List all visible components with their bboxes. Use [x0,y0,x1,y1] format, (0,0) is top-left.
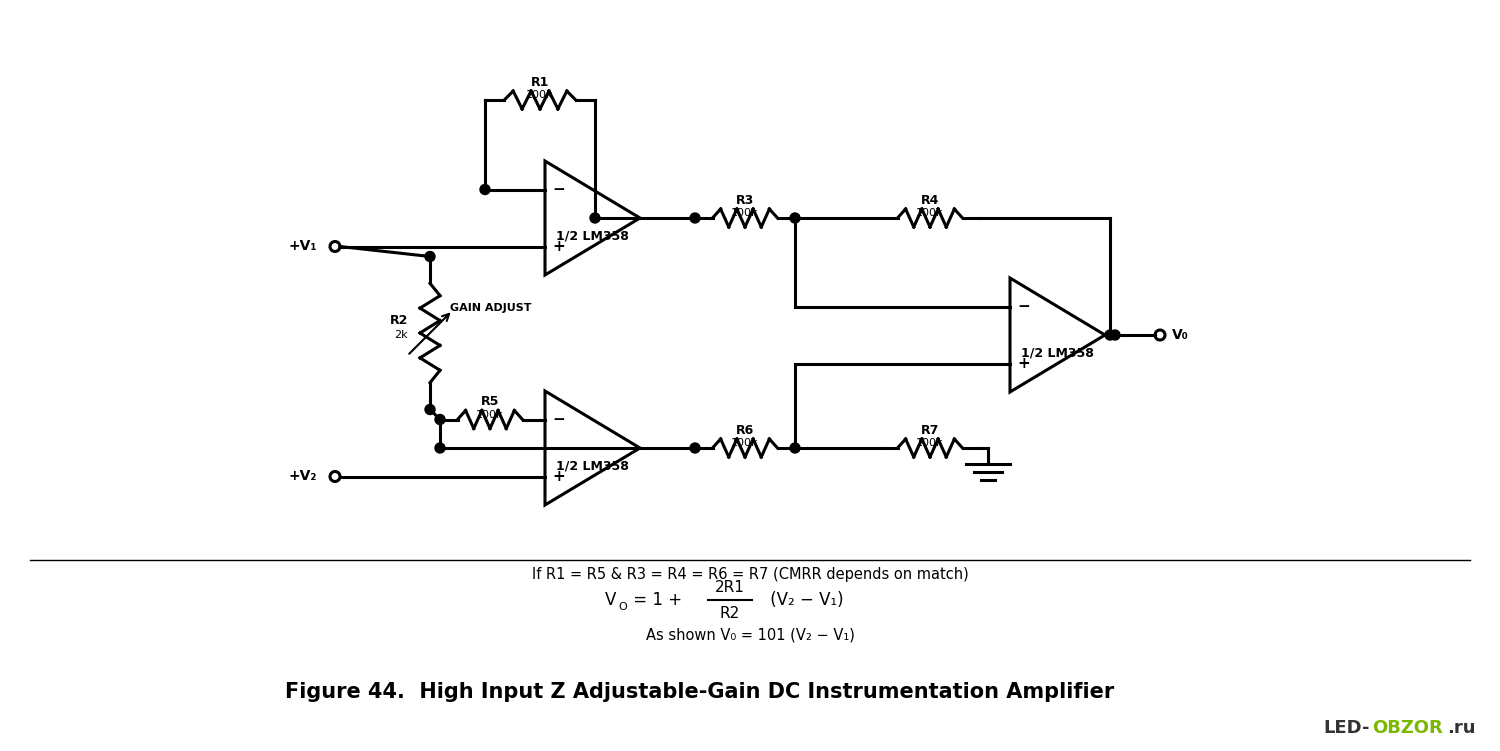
Text: O: O [618,602,627,612]
Text: 1/2 LM358: 1/2 LM358 [1022,346,1094,360]
Circle shape [424,405,435,415]
Text: +V₁: +V₁ [288,240,316,254]
Text: 1/2 LM358: 1/2 LM358 [556,460,628,472]
Text: R1: R1 [531,76,549,89]
Text: 100k: 100k [916,438,944,448]
Text: OBZOR: OBZOR [1372,719,1443,737]
Text: V₀: V₀ [1172,328,1188,342]
Circle shape [435,443,445,453]
Text: LED-: LED- [1323,719,1370,737]
Text: −: − [552,412,566,427]
Text: 2R1: 2R1 [716,581,746,596]
Text: 1/2 LM358: 1/2 LM358 [556,230,628,243]
Text: R5: R5 [482,395,500,408]
Text: +V₂: +V₂ [288,469,316,484]
Circle shape [1106,330,1114,340]
Text: If R1 = R5 & R3 = R4 = R6 = R7 (CMRR depends on match): If R1 = R5 & R3 = R4 = R6 = R7 (CMRR dep… [531,566,969,581]
Circle shape [1110,330,1120,340]
Text: 100k: 100k [526,90,554,100]
Text: +: + [552,469,566,484]
Text: R2: R2 [390,315,408,327]
Circle shape [690,213,700,223]
Circle shape [590,213,600,223]
Text: As shown V₀ = 101 (V₂ − V₁): As shown V₀ = 101 (V₂ − V₁) [645,628,855,643]
Text: −: − [552,182,566,197]
Circle shape [435,415,445,424]
Text: R2: R2 [720,607,740,622]
Text: (V₂ − V₁): (V₂ − V₁) [765,591,843,609]
Text: 100k: 100k [732,208,759,218]
Text: 2k: 2k [394,330,408,340]
Text: +: + [1017,356,1031,371]
Text: R7: R7 [921,424,939,436]
Text: R3: R3 [736,194,754,207]
Text: 100k: 100k [477,409,504,420]
Text: R6: R6 [736,424,754,436]
Text: R4: R4 [921,194,939,207]
Text: GAIN ADJUST: GAIN ADJUST [450,303,531,313]
Text: +: + [552,239,566,254]
Circle shape [790,213,800,223]
Circle shape [690,443,700,453]
Text: V: V [604,591,616,609]
Circle shape [424,252,435,261]
Text: .ru: .ru [1448,719,1476,737]
Text: 100k: 100k [732,438,759,448]
Circle shape [790,443,800,453]
Text: −: − [1017,299,1031,314]
Circle shape [480,185,490,195]
Text: Figure 44.  High Input Z Adjustable-Gain DC Instrumentation Amplifier: Figure 44. High Input Z Adjustable-Gain … [285,682,1114,702]
Text: 100k: 100k [916,208,944,218]
Text: = 1 +: = 1 + [628,591,687,609]
